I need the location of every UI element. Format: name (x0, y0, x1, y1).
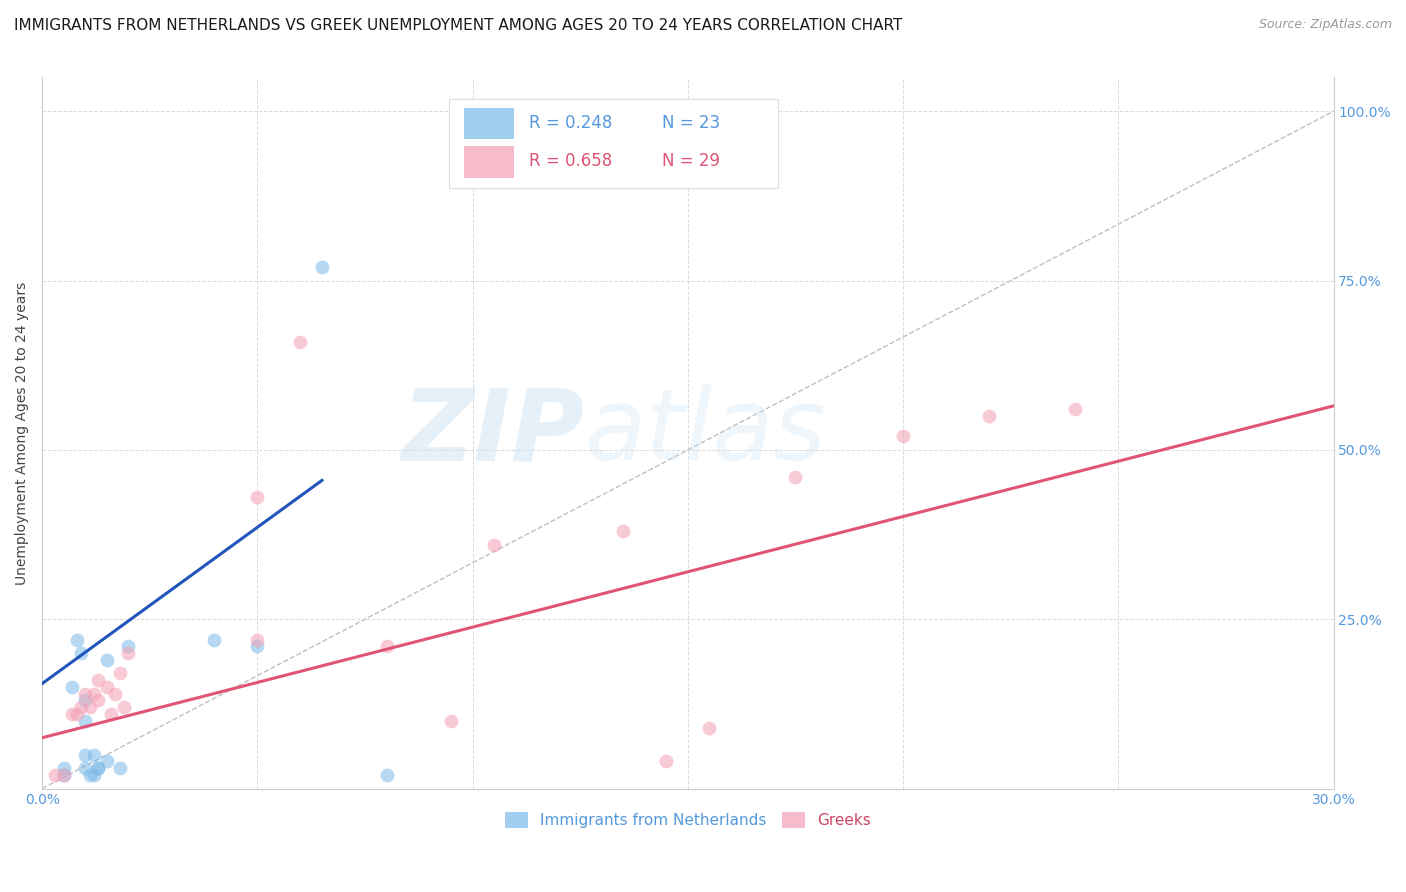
Point (79, 768, 101, 782)
Point (87, 673, 110, 688)
Point (785, 470, 807, 484)
Text: R = 0.658: R = 0.658 (529, 153, 612, 170)
Point (87, 693, 110, 707)
Point (375, 640, 398, 654)
Text: ZIP: ZIP (402, 384, 585, 482)
Point (246, 632, 269, 647)
Point (96, 653, 118, 667)
Point (117, 640, 139, 654)
Point (440, 714, 463, 728)
Point (246, 640, 269, 654)
Point (75, 714, 97, 728)
Point (83, 768, 105, 782)
Point (52, 768, 75, 782)
Text: R = 0.248: R = 0.248 (529, 114, 613, 132)
Text: N = 29: N = 29 (662, 153, 720, 170)
FancyBboxPatch shape (449, 99, 779, 187)
Point (612, 524, 634, 538)
Point (66, 632, 89, 647)
Point (290, 334, 312, 349)
Text: IMMIGRANTS FROM NETHERLANDS VS GREEK UNEMPLOYMENT AMONG AGES 20 TO 24 YEARS CORR: IMMIGRANTS FROM NETHERLANDS VS GREEK UNE… (14, 18, 903, 33)
Point (83, 687, 105, 701)
Point (75, 687, 97, 701)
Point (655, 755, 678, 769)
Text: N = 23: N = 23 (662, 114, 720, 132)
Point (246, 491, 269, 505)
Point (52, 768, 75, 782)
Text: Source: ZipAtlas.com: Source: ZipAtlas.com (1258, 18, 1392, 31)
Point (44, 768, 66, 782)
Point (202, 632, 225, 647)
Point (60, 680, 83, 694)
Text: atlas: atlas (585, 384, 827, 482)
Point (75, 747, 97, 762)
Point (104, 687, 127, 701)
Point (699, 721, 721, 735)
Point (100, 706, 122, 721)
Bar (464, 146, 513, 178)
Point (108, 761, 131, 775)
Point (311, 260, 333, 274)
Point (96, 755, 118, 769)
Point (375, 768, 398, 782)
Point (70, 646, 93, 660)
Point (482, 125, 505, 139)
Point (87, 761, 110, 775)
Point (112, 700, 135, 714)
Point (75, 761, 97, 775)
Point (482, 538, 505, 552)
Point (979, 409, 1001, 423)
Point (87, 761, 110, 775)
Point (1064, 402, 1087, 417)
Point (60, 706, 83, 721)
Point (108, 666, 131, 681)
Legend: Immigrants from Netherlands, Greeks: Immigrants from Netherlands, Greeks (499, 806, 877, 834)
Point (70, 700, 93, 714)
Point (96, 680, 118, 694)
Point (83, 747, 105, 762)
Point (75, 693, 97, 707)
Point (66, 706, 89, 721)
Y-axis label: Unemployment Among Ages 20 to 24 years: Unemployment Among Ages 20 to 24 years (15, 281, 30, 584)
Point (52, 761, 75, 775)
Bar (464, 108, 513, 139)
Point (79, 700, 101, 714)
Point (891, 429, 914, 443)
Point (117, 646, 139, 660)
